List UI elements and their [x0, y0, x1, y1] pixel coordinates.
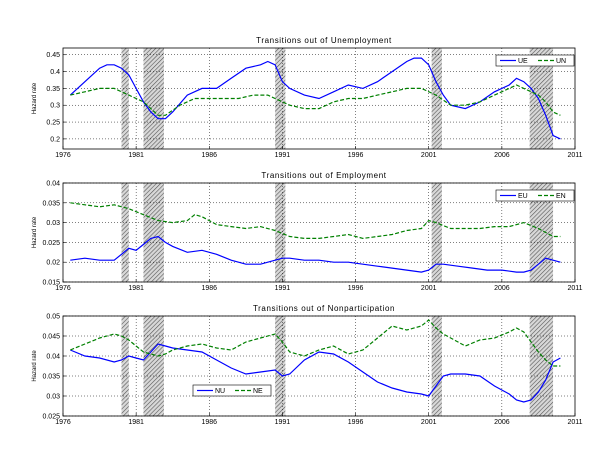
y-tick-label: 0.3 [50, 103, 60, 110]
recession-band [275, 316, 286, 416]
legend-label-un: UN [556, 58, 566, 65]
plot-frame [62, 47, 576, 150]
y-tick-label: 0.015 [42, 280, 60, 287]
recession-band [143, 183, 164, 282]
plot-frame [62, 182, 576, 283]
x-tick-label: 1996 [348, 285, 364, 292]
x-tick-label: 2006 [494, 152, 510, 159]
recession-band [431, 48, 442, 149]
x-tick-label: 1996 [348, 419, 364, 426]
series-line-nu [70, 343, 561, 403]
y-axis-label: Hazard rate [32, 216, 38, 248]
legend-label-nu: NU [215, 388, 225, 395]
series-line-eu [70, 235, 561, 273]
x-tick-label: 2011 [567, 419, 582, 426]
y-tick-label: 0.035 [42, 200, 60, 207]
chart-title: Transitions out of Employment [261, 171, 386, 180]
y-tick-label: 0.05 [46, 314, 60, 321]
plot-area [63, 316, 575, 416]
x-tick-label: 2011 [567, 285, 582, 292]
y-tick-label: 0.035 [42, 374, 60, 381]
x-tick-label: 2006 [494, 419, 510, 426]
x-tick-label: 1976 [55, 419, 71, 426]
y-tick-label: 0.025 [42, 240, 60, 247]
recession-band [275, 48, 286, 149]
series-line-en [70, 202, 561, 240]
recession-band [121, 316, 129, 416]
y-tick-label: 0.35 [46, 86, 60, 93]
x-tick-label: 2006 [494, 285, 510, 292]
chart-panel-1: 1976 1981 1986 1991 1996 2001 2006 2011 0.2 0.25 0… [32, 36, 583, 159]
recession-band [431, 183, 442, 282]
recession-band [431, 316, 442, 416]
legend-label-ue: UE [518, 58, 528, 65]
x-tick-label: 1981 [128, 285, 144, 292]
chart-panel-3: 1976 1981 1986 1991 1996 2001 2006 2011 0.025 0.0… [32, 304, 583, 426]
y-tick-label: 0.02 [46, 260, 60, 267]
recession-band [121, 183, 129, 282]
x-tick-label: 1986 [201, 419, 217, 426]
y-tick-label: 0.03 [46, 220, 60, 227]
legend-label-eu: EU [518, 193, 528, 200]
y-tick-label: 0.03 [46, 394, 60, 401]
y-tick-label: 0.45 [46, 52, 60, 59]
y-tick-label: 0.04 [46, 354, 60, 361]
recession-band [529, 183, 554, 282]
x-tick-label: 2001 [421, 152, 437, 159]
plot-frame [62, 315, 576, 417]
x-tick-label: 1981 [128, 152, 144, 159]
y-tick-label: 0.04 [46, 181, 60, 188]
series-line-un [70, 84, 561, 116]
x-tick-label: 1991 [275, 285, 291, 292]
y-axis-label: Hazard rate [32, 350, 38, 382]
y-tick-label: 0.25 [46, 120, 60, 127]
x-tick-label: 1981 [128, 419, 144, 426]
legend-label-ne: NE [253, 388, 263, 395]
legend: NU NE [192, 384, 272, 397]
recession-band [143, 48, 164, 149]
recession-band [121, 48, 129, 149]
x-tick-label: 2001 [421, 419, 437, 426]
x-tick-label: 2011 [567, 152, 582, 159]
x-tick-label: 1991 [275, 152, 291, 159]
legend: UE UN [495, 54, 575, 67]
y-tick-label: 0.2 [50, 136, 60, 143]
legend: EU EN [495, 189, 575, 202]
chart-panel-2: 1976 1981 1986 1991 1996 2001 2006 2011 0.015 0.0… [32, 171, 583, 292]
legend-label-en: EN [556, 193, 566, 200]
y-tick-label: 0.045 [42, 334, 60, 341]
x-tick-label: 1986 [201, 152, 217, 159]
series-line-ne [70, 319, 561, 367]
recession-band [529, 48, 554, 149]
chart-title: Transitions out of Nonparticipation [253, 304, 395, 313]
chart-title: Transitions out of Unemployment [256, 36, 392, 45]
x-tick-label: 1991 [275, 419, 291, 426]
y-axis-label: Hazard rate [32, 82, 38, 114]
y-tick-label: 0.4 [50, 69, 60, 76]
recession-band [143, 316, 164, 416]
series-line-ue [69, 57, 561, 140]
recession-band [529, 316, 554, 416]
y-tick-label: 0.025 [42, 414, 60, 421]
x-tick-label: 1976 [55, 285, 71, 292]
x-tick-label: 1976 [55, 152, 71, 159]
x-tick-label: 1986 [201, 285, 217, 292]
x-tick-label: 2001 [421, 285, 437, 292]
x-tick-label: 1996 [348, 152, 364, 159]
